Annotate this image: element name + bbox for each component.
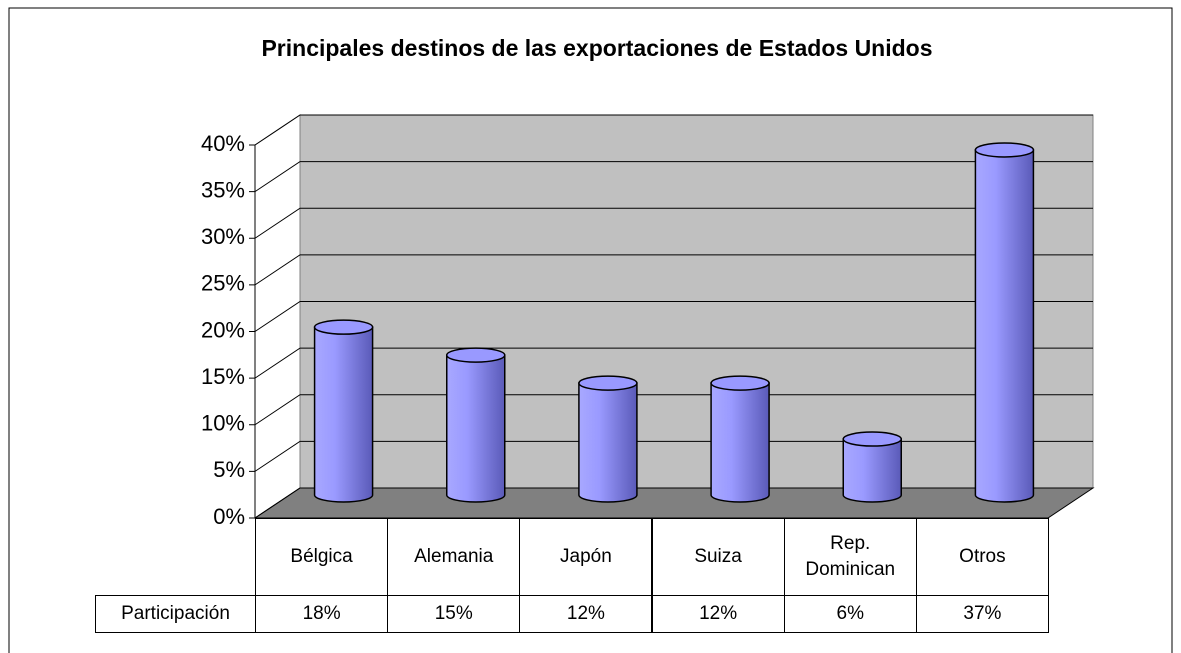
bar-body (974, 149, 1035, 503)
grid-line (254, 487, 1093, 519)
bar-body (842, 438, 902, 503)
floor (253, 487, 1095, 519)
bar-top (578, 375, 638, 391)
y-tick-label: 20% (201, 317, 245, 342)
bar (842, 431, 902, 503)
value-label: 12% (519, 595, 653, 633)
bar (974, 142, 1035, 503)
bar-top (313, 319, 374, 335)
y-tick-label: 5% (213, 457, 245, 482)
y-tick-label: 40% (201, 131, 245, 156)
bar-body (313, 326, 374, 503)
bar-top (842, 431, 902, 447)
x-tick-label: Otros (915, 518, 1049, 596)
x-tick-label: Rep. Dominican (783, 518, 917, 596)
chart-title: Principales destinos de las exportacione… (261, 35, 932, 61)
frame (8, 7, 1173, 653)
series-name: Participación (95, 595, 256, 633)
x-tick-label: Bélgica (255, 518, 389, 596)
x-tick-label: Suiza (651, 518, 785, 596)
y-tick-label: 0% (213, 504, 245, 529)
grid-line (254, 394, 1093, 426)
x-tick-label: Alemania (387, 518, 521, 596)
bar (313, 319, 374, 503)
bar-top (710, 375, 770, 391)
bar-top (446, 347, 506, 363)
y-tick-label: 15% (201, 364, 245, 389)
bar-body (446, 354, 506, 503)
bar-top (974, 142, 1035, 158)
x-tick-label: Japón (519, 518, 653, 596)
grid-line (254, 254, 1093, 286)
value-label: 6% (783, 595, 917, 633)
y-tick-label: 10% (201, 411, 245, 436)
grid-line (254, 347, 1093, 379)
y-tick-label: 25% (201, 271, 245, 296)
value-label: 37% (915, 595, 1049, 633)
bar (578, 375, 638, 503)
grid-line (254, 161, 1093, 193)
bar (710, 375, 770, 503)
bar-body (710, 382, 770, 503)
grid-line (254, 114, 1093, 146)
bar-body (578, 382, 638, 503)
y-tick-label: 30% (201, 224, 245, 249)
value-label: 18% (255, 595, 389, 633)
value-label: 15% (387, 595, 521, 633)
value-label: 12% (651, 595, 785, 633)
bar (446, 347, 506, 503)
grid-line (254, 440, 1093, 472)
grid-line (254, 301, 1093, 332)
y-tick-label: 35% (201, 177, 245, 202)
grid-line (254, 207, 1093, 239)
